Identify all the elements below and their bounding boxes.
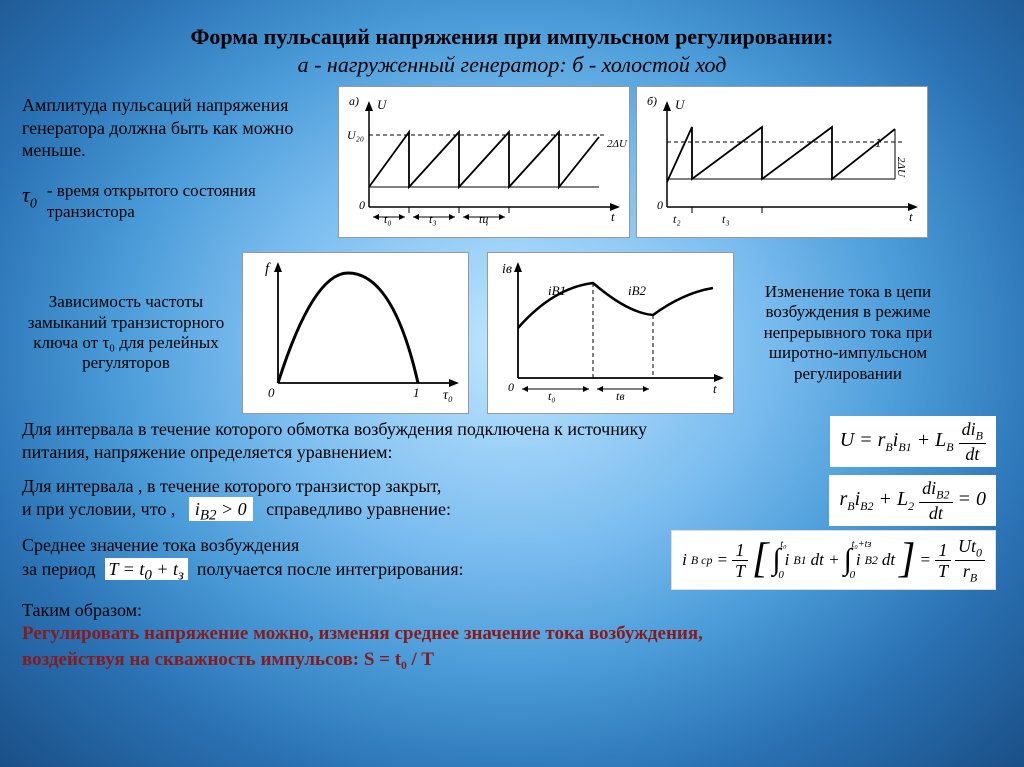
eq1: U = rBiB1 + LB diBdt [830,416,996,467]
tau-char: τ [22,182,30,207]
lbl-2du-a: 2ΔU [607,138,628,150]
lbl-Ub: U [675,97,686,112]
interval1-text: Для интервала в течение которого обмотка… [22,418,662,465]
int2-l3: справедливо уравнение: [266,499,451,519]
avg-l1: Среднее значение тока возбуждения [22,535,299,555]
lbl-tb: t [909,209,913,224]
title-main: Форма пульсаций напряжения при импульсно… [40,24,984,50]
lbl-2du: 2ΔU [895,157,907,178]
avg-l3: получается после интегрирования: [197,559,464,579]
title-mid1: - нагруженный генератор: [309,52,573,77]
pulse-figs: U t U₂₀ а) t₀ t₃ tц 0 [338,86,928,238]
svg-pulse-b: U t б) t₂ t₃ 0 2ΔU 1 [637,87,927,232]
concl-main2-text: воздействуя на скважность импульсов: S =… [22,649,434,670]
tau-sub: 0 [30,196,37,211]
svg-pulse-a: U t U₂₀ а) t₀ t₃ tц 0 [339,87,629,232]
tk-t0c: t₀ [548,389,556,403]
concl-lead: Таким образом: [22,600,1002,621]
conclusion: Таким образом: Регулировать напряжение м… [0,590,1024,672]
freq-dep-text: Зависимость частоты замыканий транзистор… [0,292,230,374]
int2-l2: и при условии, что , [22,499,175,519]
lbl-ib2: iВ2 [628,283,647,298]
origin-0-a: 0 [359,198,365,212]
lbl-U: U [377,97,388,112]
amplitude-col: Амплитуда пульсаций напряжения генератор… [0,86,330,222]
fig-bell: f τ₀ 0 1 [242,252,469,414]
concl-main1: Регулировать напряжение можно, изменяя с… [22,621,1002,647]
fig-pulse-b: U t б) t₂ t₃ 0 2ΔU 1 [636,86,928,238]
lbl-t: t [611,209,615,224]
tau-text: - время открытого состояния транзистора [47,180,330,223]
fig-pulse-a: U t U₂₀ а) t₀ t₃ tц 0 [338,86,630,238]
title-b: б [572,52,583,77]
ib2-cond: iB2 > 0 [189,497,253,521]
title-block: Форма пульсаций напряжения при импульсно… [0,0,1024,86]
lbl-iv: iв [502,262,512,277]
avg-row: Среднее значение тока возбуждения за пер… [0,526,1024,590]
row-amplitude: Амплитуда пульсаций напряжения генератор… [0,86,1024,238]
row-dependence: Зависимость частоты замыканий транзистор… [0,252,1024,414]
fig-current: iв t 0 iВ1 iВ2 t₀ tв [487,252,734,414]
lbl-1: 1 [875,135,882,150]
period-eq: T = t0 + tз [105,558,188,580]
eq-integral: iB ср = 1T [ ∫0t₀ iB1dt + ∫0t₀+tз iB2dt … [671,530,996,590]
lbl-1b: 1 [413,385,420,400]
interval2-row: Для интервала , в течение которого транз… [0,473,1024,526]
concl-main2: воздействуя на скважность импульсов: S =… [22,647,1002,673]
lbl-ib1: iВ1 [548,283,566,298]
eq2: rBiB2 + L2 diB2dt = 0 [829,475,996,526]
interval1-row: Для интервала в течение которого обмотка… [0,414,1024,467]
avg-text: Среднее значение тока возбуждения за пер… [22,534,464,585]
svg-bell: f τ₀ 0 1 [243,253,468,408]
svg-current: iв t 0 iВ1 iВ2 t₀ tв [488,253,733,403]
title-mid2: - холостой ход [583,52,726,77]
lbl-0: 0 [268,385,275,400]
tk-tv: tв [616,389,625,403]
amplitude-text: Амплитуда пульсаций напряжения генератор… [22,94,330,162]
current-change-text: Изменение тока в цепи возбуждения в режи… [748,282,948,384]
tau-row: τ0 - время открытого состояния транзисто… [22,180,330,223]
tk-t0: t₀ [384,212,392,226]
tk-tc: tц [479,212,488,226]
lbl-t2: t [713,381,717,396]
tk-t2: t₂ [673,212,681,226]
row2-figs: f τ₀ 0 1 iв t 0 iВ1 iВ2 [242,252,734,414]
lbl-u20: U₂₀ [347,128,364,142]
tk-t3b: t₃ [722,212,730,226]
interval2-text: Для интервала , в течение которого транз… [22,475,451,526]
int2-l1: Для интервала , в течение которого транз… [22,476,441,496]
tk-t3: t₃ [429,212,437,226]
avg-l2: за период [22,559,96,579]
lbl-tau0: τ₀ [443,388,453,403]
lbl-0c: 0 [508,380,514,394]
lbl-a: а) [349,94,359,108]
origin-0-b: 0 [657,198,663,212]
title-a: а [298,52,309,77]
title-sub: а - нагруженный генератор: б - холостой … [40,52,984,78]
lbl-b: б) [647,94,657,108]
tau-symbol: τ0 [22,180,37,212]
